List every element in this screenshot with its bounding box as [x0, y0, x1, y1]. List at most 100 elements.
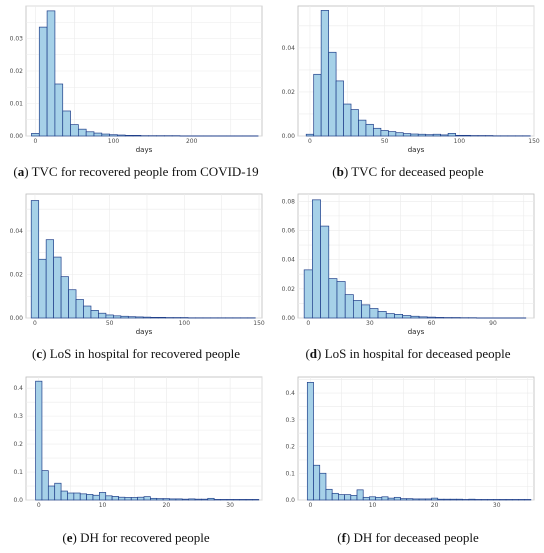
x-axis-label: days: [136, 328, 153, 336]
histogram-bar: [481, 499, 487, 500]
histogram-bar: [314, 465, 320, 500]
histogram-bar: [432, 498, 438, 500]
histogram-bar: [525, 499, 531, 500]
x-tick-label: 100: [179, 320, 191, 327]
x-tick-label: 200: [186, 138, 198, 145]
caption-f-text: DH for deceased people: [354, 530, 479, 545]
histogram-bar: [54, 257, 61, 318]
histogram-bar: [106, 496, 112, 500]
y-tick-label: 0.04: [282, 45, 296, 52]
x-axis-label: days: [408, 328, 425, 336]
y-tick-label: 0.2: [13, 441, 23, 448]
histogram-bar: [444, 499, 450, 500]
histogram-bar: [435, 317, 443, 318]
histogram-bar: [227, 499, 233, 500]
histogram-bar: [353, 300, 361, 318]
histogram-bar: [118, 497, 124, 500]
caption-d: (d) LoS in hospital for deceased people: [272, 346, 544, 362]
histogram-bar: [133, 135, 141, 136]
histogram-bar: [441, 135, 448, 136]
x-tick-label: 10: [369, 502, 377, 509]
histogram-bar: [426, 135, 433, 136]
histogram-bar: [189, 499, 195, 500]
y-tick-label: 0.01: [10, 101, 24, 108]
histogram-bar: [419, 499, 425, 500]
histogram-bar: [87, 494, 93, 500]
histogram-bar: [427, 317, 435, 318]
histogram-bar: [55, 84, 63, 136]
histogram-bar: [376, 497, 382, 500]
histogram-bar: [370, 309, 378, 318]
histogram-bar: [47, 11, 55, 136]
histogram-bar: [170, 499, 176, 500]
y-tick-label: 0.04: [282, 257, 296, 264]
histogram-bar: [110, 135, 118, 136]
histogram-bar: [378, 311, 386, 318]
histogram-bar: [99, 492, 105, 500]
histogram-bar: [433, 134, 440, 136]
histogram-bar: [112, 496, 118, 500]
histogram-bar: [233, 499, 239, 500]
histogram-bar: [55, 483, 61, 500]
caption-e: (e) DH for recovered people: [0, 530, 272, 546]
x-tick-label: 0: [306, 320, 310, 327]
histogram-bar: [351, 110, 358, 136]
histogram-bar: [221, 499, 227, 500]
histogram-bar: [438, 499, 444, 500]
x-tick-label: 100: [454, 138, 466, 145]
caption-c: (c) LoS in hospital for recovered people: [0, 346, 272, 362]
caption-b: (b) TVC for deceased people: [272, 164, 544, 180]
y-tick-label: 0.4: [13, 385, 23, 392]
y-tick-label: 0.0: [285, 497, 295, 504]
caption-e-letter: e: [67, 530, 73, 545]
histogram-bar: [80, 494, 86, 500]
caption-b-text: TVC for deceased people: [351, 164, 483, 179]
y-tick-label: 0.04: [10, 228, 24, 235]
caption-f: (f) DH for deceased people: [272, 530, 544, 546]
histogram-bar: [150, 498, 156, 500]
histogram-bar: [345, 295, 353, 318]
histogram-bar: [307, 382, 313, 500]
histogram-bar: [332, 493, 338, 500]
histogram-bar: [320, 473, 326, 500]
histogram-bar: [344, 104, 351, 136]
histogram-bar: [358, 120, 365, 136]
histogram-bar: [36, 381, 42, 500]
histogram-bar: [125, 497, 131, 500]
histogram-bar: [63, 111, 71, 136]
histogram-bar: [381, 130, 388, 136]
histogram-bar: [487, 499, 493, 500]
histogram-bar: [106, 315, 113, 318]
x-tick-label: 30: [366, 320, 374, 327]
caption-c-letter: c: [36, 346, 42, 361]
histogram-bar: [39, 27, 47, 136]
y-tick-label: 0.3: [285, 417, 295, 424]
histogram-bar: [158, 317, 165, 318]
histogram-bar: [363, 497, 369, 500]
histogram-bar: [201, 499, 207, 500]
histogram-bar: [336, 81, 343, 136]
histogram-bar: [400, 499, 406, 500]
x-tick-label: 20: [431, 502, 439, 509]
histogram-bar: [463, 135, 470, 136]
histogram-bar: [208, 498, 214, 500]
histogram-bar: [382, 497, 388, 500]
histogram-bar: [329, 279, 337, 318]
histogram-bar: [67, 493, 73, 500]
histogram-bar: [39, 259, 46, 318]
histogram-bar: [94, 133, 102, 136]
histogram-bar: [121, 316, 128, 318]
histogram-bar: [86, 132, 94, 136]
histogram-bar: [61, 277, 68, 318]
histogram-bar: [252, 499, 258, 500]
caption-b-letter: b: [337, 164, 344, 179]
histogram-bar: [84, 306, 91, 318]
histogram-bar: [338, 495, 344, 500]
histogram-bar: [31, 201, 38, 318]
x-tick-label: 60: [428, 320, 436, 327]
